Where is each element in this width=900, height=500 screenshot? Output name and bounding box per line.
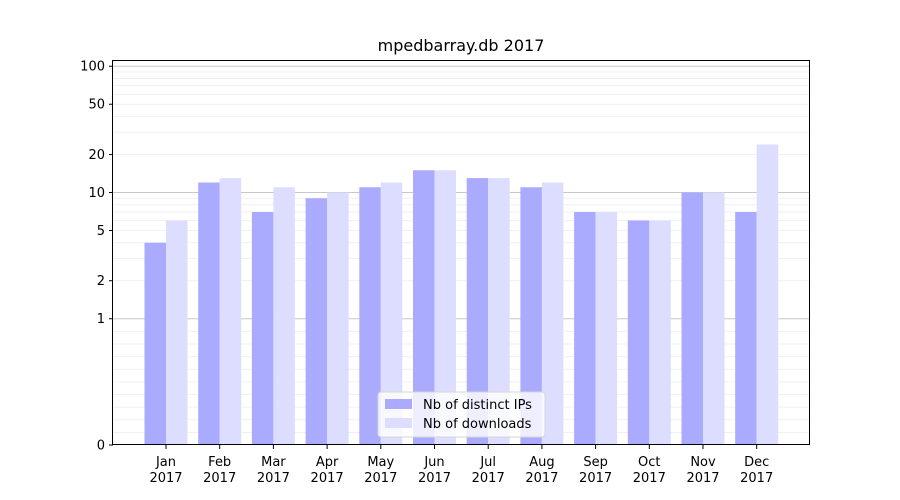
bar-downloads-nov (703, 192, 725, 445)
bar-downloads-apr (327, 192, 349, 445)
bar-downloads-jun (434, 170, 456, 445)
bar-downloads-feb (219, 178, 242, 446)
x-axis: Jan2017Feb2017Mar2017Apr2017May2017Jun20… (149, 445, 773, 486)
x-tick-label-year: 2017 (633, 471, 666, 486)
x-tick-label-month: Nov (690, 455, 716, 470)
legend-label: Nb of distinct IPs (423, 398, 532, 413)
chart-title: mpedbarray.db 2017 (378, 36, 545, 55)
legend-swatch (385, 418, 412, 428)
bar-distinct-ips-apr (305, 198, 328, 445)
x-tick-label-year: 2017 (579, 471, 612, 486)
bar-downloads-sep (595, 212, 618, 445)
bar-distinct-ips-jul (466, 178, 489, 446)
x-tick-label-year: 2017 (525, 471, 558, 486)
x-tick-label-month: Apr (316, 455, 339, 470)
x-tick-label-month: Sep (583, 455, 608, 470)
x-tick-label-year: 2017 (686, 471, 719, 486)
legend-box (377, 391, 546, 438)
bar-distinct-ips-oct (627, 220, 650, 445)
y-tick-label: 100 (80, 60, 105, 75)
bar-distinct-ips-mar (251, 212, 274, 445)
x-tick-label-year: 2017 (364, 471, 397, 486)
bar-downloads-aug (541, 182, 564, 445)
bar-downloads-mar (273, 187, 295, 446)
bar-distinct-ips-feb (198, 182, 220, 445)
x-tick-label-month: Jul (479, 455, 496, 470)
bar-distinct-ips-may (359, 187, 381, 446)
y-tick-label: 50 (88, 98, 105, 113)
x-tick-label-year: 2017 (418, 471, 451, 486)
x-tick-label-month: Dec (744, 455, 769, 470)
x-tick-label-month: Feb (208, 455, 231, 470)
y-tick-label: 5 (97, 224, 105, 239)
bar-distinct-ips-dec (735, 212, 757, 445)
y-tick-label: 20 (88, 148, 105, 163)
legend: Nb of distinct IPs Nb of downloads (377, 391, 546, 438)
x-tick-label-month: Jan (155, 455, 176, 470)
x-tick-label-year: 2017 (149, 471, 182, 486)
bar-downloads-dec (756, 144, 779, 445)
plot-frame (112, 60, 810, 445)
y-tick-label: 2 (97, 274, 105, 289)
bar-downloads-jan (166, 220, 188, 445)
bar-downloads-may (380, 182, 403, 445)
bars (144, 144, 779, 446)
bar-distinct-ips-aug (520, 187, 542, 446)
legend-swatch (385, 399, 412, 409)
x-tick-label-year: 2017 (740, 471, 773, 486)
bar-downloads-oct (649, 220, 671, 445)
x-tick-label-year: 2017 (257, 471, 290, 486)
bar-distinct-ips-sep (574, 212, 596, 445)
x-tick-label-month: May (367, 455, 394, 470)
x-tick-label-month: Jun (423, 455, 444, 470)
x-tick-label-year: 2017 (203, 471, 236, 486)
y-tick-label: 10 (88, 186, 105, 201)
bar-distinct-ips-jan (144, 242, 166, 445)
y-axis: 0 1 2 5 10 20 50 100 (80, 60, 113, 454)
x-tick-label-year: 2017 (472, 471, 505, 486)
x-tick-label-year: 2017 (311, 471, 344, 486)
legend-label: Nb of downloads (423, 417, 532, 432)
x-tick-label-month: Aug (529, 455, 554, 470)
bar-distinct-ips-nov (681, 192, 703, 445)
bar-distinct-ips-jun (413, 170, 435, 445)
bar-downloads-jul (488, 178, 510, 446)
x-tick-label-month: Mar (261, 455, 286, 470)
y-tick-label: 1 (97, 312, 105, 327)
x-tick-label-month: Oct (638, 455, 660, 470)
y-tick-label: 0 (97, 439, 105, 454)
